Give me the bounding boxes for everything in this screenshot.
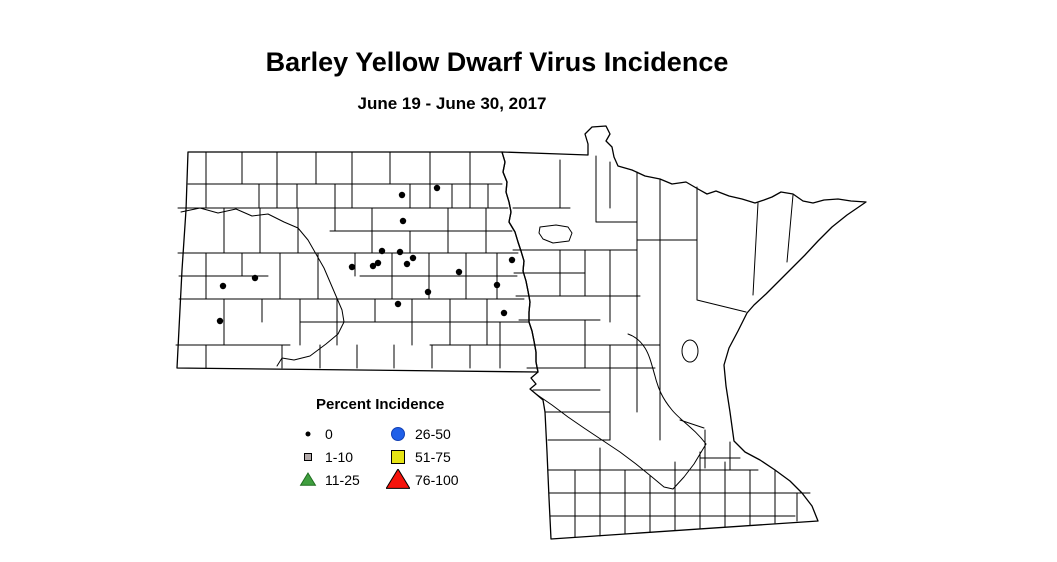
survey-point <box>403 260 411 268</box>
legend-item: 1-10 <box>296 445 386 468</box>
survey-point <box>399 217 407 225</box>
legend-column-left: 0 1-10 11-25 <box>296 422 386 491</box>
survey-point <box>378 247 386 255</box>
survey-points <box>216 184 516 325</box>
legend-column-right: 26-50 51-75 76-100 <box>386 422 459 491</box>
legend-item-label: 51-75 <box>415 448 451 465</box>
legend-item-label: 11-25 <box>325 471 360 488</box>
red-lake <box>538 224 573 244</box>
figure-title: Barley Yellow Dwarf Virus Incidence <box>265 47 729 77</box>
survey-point <box>424 288 432 296</box>
north-dakota-county-lines <box>175 151 535 369</box>
survey-point <box>500 309 508 317</box>
survey-point <box>433 184 441 192</box>
triangle-icon <box>299 471 317 486</box>
minnesota-county-lines-west <box>512 207 661 413</box>
missouri-river <box>180 207 345 367</box>
survey-point <box>398 191 406 199</box>
minnesota-state <box>501 125 867 540</box>
survey-point <box>216 317 224 325</box>
triangle-icon <box>386 468 410 489</box>
legend-item: 11-25 <box>296 468 386 491</box>
circle-icon <box>391 426 405 441</box>
legend-item-label: 26-50 <box>415 425 451 442</box>
survey-point <box>219 282 227 290</box>
legend-item-label: 76-100 <box>415 471 459 488</box>
legend-item-label: 0 <box>325 425 333 442</box>
north-dakota-outline <box>176 151 539 373</box>
survey-point <box>369 262 377 270</box>
square-icon <box>391 449 405 464</box>
minnesota-county-lines-south <box>547 447 811 538</box>
legend: Percent Incidence 0 1-10 11-25 26-50 51-75 76… <box>296 396 516 491</box>
survey-point <box>394 300 402 308</box>
minnesota-county-lines-ne <box>559 155 794 343</box>
square-icon <box>304 452 312 461</box>
survey-point <box>455 268 463 276</box>
survey-point <box>409 254 417 262</box>
north-dakota-state <box>175 151 539 373</box>
legend-item: 51-75 <box>386 445 459 468</box>
minnesota-outline <box>501 125 867 540</box>
figure-subtitle: June 19 - June 30, 2017 <box>357 94 547 113</box>
dot-icon <box>305 431 311 436</box>
minnesota-river <box>535 393 707 490</box>
legend-title: Percent Incidence <box>316 396 445 413</box>
survey-point <box>508 256 516 264</box>
legend-item-label: 1-10 <box>325 448 354 465</box>
mississippi-river <box>627 333 707 445</box>
survey-point <box>374 259 382 267</box>
legend-columns: 0 1-10 11-25 26-50 51-75 76-100 <box>296 422 516 491</box>
survey-point <box>348 263 356 271</box>
survey-point <box>493 281 501 289</box>
legend-item: 76-100 <box>386 468 459 491</box>
minnesota-county-lines-metro <box>547 389 741 471</box>
legend-item: 0 <box>296 422 386 445</box>
mille-lacs-lake <box>681 339 699 363</box>
survey-point <box>396 248 404 256</box>
survey-point <box>251 274 259 282</box>
legend-item: 26-50 <box>386 422 459 445</box>
